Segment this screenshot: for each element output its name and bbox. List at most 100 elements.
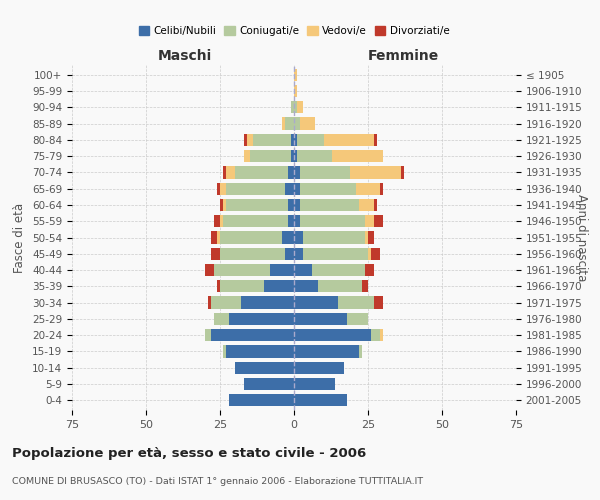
Bar <box>226 182 285 195</box>
Bar <box>294 232 303 243</box>
Bar <box>244 150 250 162</box>
Bar <box>223 215 288 228</box>
Bar <box>294 313 347 325</box>
Bar <box>220 215 223 228</box>
Bar <box>247 134 253 146</box>
Bar <box>368 232 374 243</box>
Bar <box>220 182 226 195</box>
Bar <box>288 215 294 228</box>
Bar <box>300 215 365 228</box>
Bar <box>211 232 217 243</box>
Bar <box>368 248 371 260</box>
Bar <box>294 296 338 308</box>
Text: Popolazione per età, sesso e stato civile - 2006: Popolazione per età, sesso e stato civil… <box>12 448 366 460</box>
Bar <box>285 182 294 195</box>
Bar <box>347 313 368 325</box>
Bar <box>294 362 344 374</box>
Bar <box>282 232 294 243</box>
Bar <box>294 329 371 341</box>
Bar <box>380 329 383 341</box>
Bar <box>338 296 374 308</box>
Bar <box>285 248 294 260</box>
Bar <box>294 182 300 195</box>
Bar <box>294 85 297 97</box>
Legend: Celibi/Nubili, Coniugati/e, Vedovi/e, Divorziati/e: Celibi/Nubili, Coniugati/e, Vedovi/e, Di… <box>134 22 454 40</box>
Bar <box>374 215 383 228</box>
Bar <box>300 199 359 211</box>
Bar <box>241 296 294 308</box>
Bar <box>297 101 303 114</box>
Bar <box>229 394 294 406</box>
Bar <box>312 264 365 276</box>
Text: Femmine: Femmine <box>368 50 439 64</box>
Bar <box>374 296 383 308</box>
Bar <box>214 313 229 325</box>
Bar <box>323 134 374 146</box>
Bar <box>211 296 241 308</box>
Bar <box>294 199 300 211</box>
Bar <box>300 166 350 178</box>
Bar <box>401 166 404 178</box>
Bar <box>211 248 220 260</box>
Bar <box>356 182 380 195</box>
Bar <box>294 150 297 162</box>
Bar <box>288 166 294 178</box>
Bar <box>332 150 383 162</box>
Bar <box>294 101 297 114</box>
Bar <box>303 232 365 243</box>
Bar <box>294 280 317 292</box>
Bar <box>220 199 223 211</box>
Bar <box>217 280 220 292</box>
Bar <box>220 248 285 260</box>
Bar <box>291 134 294 146</box>
Bar <box>217 182 220 195</box>
Bar <box>214 264 271 276</box>
Bar <box>374 199 377 211</box>
Bar <box>300 182 356 195</box>
Text: COMUNE DI BRUSASCO (TO) - Dati ISTAT 1° gennaio 2006 - Elaborazione TUTTITALIA.I: COMUNE DI BRUSASCO (TO) - Dati ISTAT 1° … <box>12 478 423 486</box>
Bar <box>205 264 214 276</box>
Bar <box>294 394 347 406</box>
Bar <box>371 248 380 260</box>
Bar <box>291 101 294 114</box>
Y-axis label: Anni di nascita: Anni di nascita <box>575 194 588 281</box>
Bar <box>365 232 368 243</box>
Bar <box>362 280 368 292</box>
Bar <box>380 182 383 195</box>
Bar <box>371 329 380 341</box>
Bar <box>220 232 282 243</box>
Bar <box>294 118 300 130</box>
Bar <box>285 118 294 130</box>
Bar <box>288 199 294 211</box>
Bar <box>211 329 294 341</box>
Bar <box>235 166 288 178</box>
Bar <box>374 134 377 146</box>
Text: Maschi: Maschi <box>157 50 212 64</box>
Y-axis label: Fasce di età: Fasce di età <box>13 202 26 272</box>
Bar <box>217 232 220 243</box>
Bar <box>244 378 294 390</box>
Bar <box>244 134 247 146</box>
Bar <box>359 199 374 211</box>
Bar <box>294 378 335 390</box>
Bar <box>250 150 291 162</box>
Bar <box>226 346 294 358</box>
Bar <box>294 215 300 228</box>
Bar <box>365 215 374 228</box>
Bar <box>303 248 368 260</box>
Bar <box>265 280 294 292</box>
Bar <box>317 280 362 292</box>
Bar <box>350 166 401 178</box>
Bar <box>205 329 211 341</box>
Bar <box>294 68 297 81</box>
Bar <box>365 264 374 276</box>
Bar <box>271 264 294 276</box>
Bar <box>220 280 265 292</box>
Bar <box>294 248 303 260</box>
Bar <box>208 296 211 308</box>
Bar <box>294 264 312 276</box>
Bar <box>291 150 294 162</box>
Bar <box>294 166 300 178</box>
Bar <box>294 346 359 358</box>
Bar <box>282 118 285 130</box>
